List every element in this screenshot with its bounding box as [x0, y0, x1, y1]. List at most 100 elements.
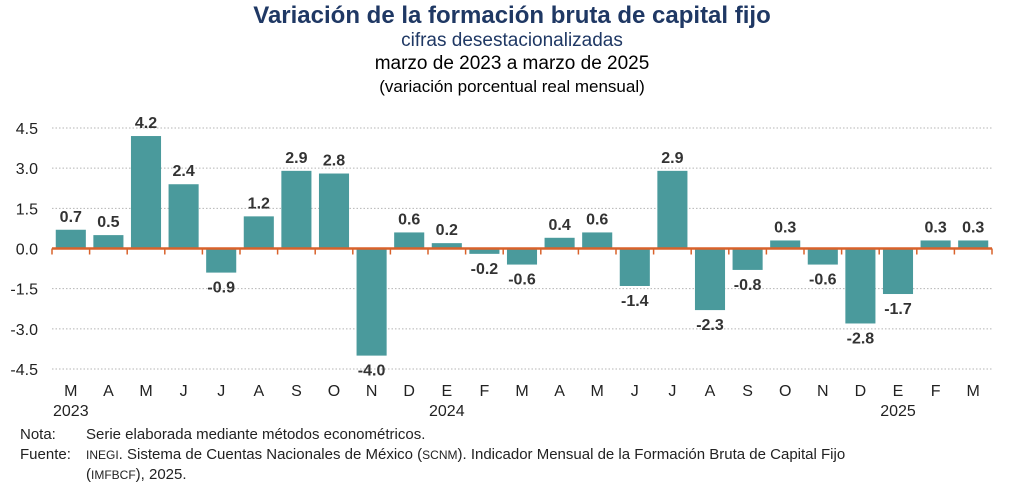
source-text-part1: . Sistema de Cuentas Nacionales de Méxic… [118, 446, 423, 463]
x-tick-label: D [403, 383, 415, 400]
value-label: 0.6 [398, 211, 420, 228]
bar [506, 248, 538, 265]
x-tick-label: M [139, 383, 152, 400]
source-label: Fuente: [20, 446, 71, 463]
value-label: -0.9 [207, 280, 235, 297]
value-label: 0.2 [436, 222, 458, 239]
source-text-part2: ). Indicador Mensual de la Formación Bru… [457, 446, 846, 463]
note-label: Nota: [20, 426, 56, 443]
y-tick-label: 1.5 [16, 201, 38, 218]
bar [281, 170, 312, 249]
x-tick-label: F [931, 383, 941, 400]
bar [93, 235, 124, 249]
x-tick-label: J [217, 383, 225, 400]
bar [130, 136, 162, 249]
bar [394, 232, 425, 249]
value-label: -4.0 [358, 363, 386, 380]
bar [544, 237, 575, 249]
x-tick-label: O [328, 383, 340, 400]
x-tick-label: M [515, 383, 528, 400]
y-tick-label: -4.5 [10, 362, 38, 379]
value-label: 4.2 [135, 115, 157, 132]
bar [55, 229, 86, 249]
source-text: INEGI. Sistema de Cuentas Nacionales de … [86, 445, 845, 465]
x-tick-label: M [591, 383, 604, 400]
x-tick-label: A [705, 383, 716, 400]
year-label: 2025 [880, 403, 916, 420]
bar [657, 170, 688, 249]
bar [469, 248, 500, 254]
x-tick-label: O [779, 383, 791, 400]
chart-header: Variación de la formación bruta de capit… [0, 0, 1024, 98]
x-tick-label: A [103, 383, 114, 400]
y-tick-label: 4.5 [16, 121, 38, 138]
value-label: -0.8 [734, 277, 762, 294]
x-tick-label: E [893, 383, 904, 400]
bar [694, 248, 726, 311]
x-tick-label: N [366, 383, 378, 400]
source-abbr-scnm: SCNM [422, 448, 458, 462]
year-label: 2023 [53, 403, 89, 420]
value-label: 1.2 [248, 195, 270, 212]
x-tick-label: J [668, 383, 676, 400]
value-label: -0.2 [471, 261, 499, 278]
bar [958, 240, 989, 249]
year-label: 2024 [429, 403, 465, 420]
value-label: -2.8 [847, 330, 875, 347]
bar [920, 240, 951, 249]
x-tick-label: J [180, 383, 188, 400]
value-label: 0.5 [97, 214, 119, 231]
chart-notes: Nota: Serie elaborada mediante métodos e… [20, 425, 845, 485]
value-label: 2.9 [285, 150, 307, 167]
bar [431, 243, 462, 249]
note-text: Serie elaborada mediante métodos economé… [86, 426, 426, 443]
x-tick-label: A [253, 383, 264, 400]
y-tick-label: 0.0 [16, 242, 38, 259]
value-label: -2.3 [696, 317, 724, 334]
x-tick-label: E [441, 383, 452, 400]
source-row: Fuente: INEGI. Sistema de Cuentas Nacion… [20, 445, 845, 465]
bar [318, 173, 350, 249]
x-tick-label: F [480, 383, 490, 400]
value-label: 0.3 [924, 219, 946, 236]
value-label: -0.6 [809, 272, 837, 289]
bar [356, 248, 387, 356]
x-tick-label: M [967, 383, 980, 400]
source-abbr-imfbcf: IMFBCF [91, 468, 136, 482]
bar [845, 248, 876, 324]
value-label: 0.7 [60, 209, 82, 226]
bar [243, 216, 274, 249]
bar [619, 248, 650, 286]
source-open-paren: ( [86, 466, 91, 483]
source-abbr-inegi: INEGI [86, 448, 119, 462]
bar [168, 184, 199, 249]
x-tick-label: D [855, 383, 867, 400]
x-tick-label: J [631, 383, 639, 400]
source-text-part3: ), 2025. [135, 466, 187, 483]
value-label: 0.6 [586, 211, 608, 228]
y-tick-label: 3.0 [16, 161, 38, 178]
value-label: 0.3 [774, 219, 796, 236]
value-label: -0.6 [508, 272, 536, 289]
x-tick-label: M [64, 383, 77, 400]
bar [882, 248, 914, 295]
value-label: 2.9 [661, 150, 683, 167]
source-continuation: (IMFBCF), 2025. [20, 465, 845, 485]
value-label: 2.4 [172, 163, 194, 180]
value-label: -1.7 [884, 301, 912, 318]
value-label: 0.4 [548, 217, 570, 234]
bar [732, 248, 763, 270]
chart-units: (variación porcentual real mensual) [379, 77, 645, 96]
x-tick-label: A [554, 383, 565, 400]
value-label: -1.4 [621, 293, 649, 310]
chart-subtitle: cifras desestacionalizadas [401, 30, 623, 51]
bar [770, 240, 801, 249]
value-label: 2.8 [323, 153, 345, 170]
y-tick-label: -1.5 [10, 282, 38, 299]
x-tick-label: N [817, 383, 829, 400]
value-label: 0.3 [962, 219, 984, 236]
note-row: Nota: Serie elaborada mediante métodos e… [20, 425, 845, 445]
y-tick-label: -3.0 [10, 322, 38, 339]
chart-period: marzo de 2023 a marzo de 2025 [374, 53, 650, 74]
bar [807, 248, 838, 265]
